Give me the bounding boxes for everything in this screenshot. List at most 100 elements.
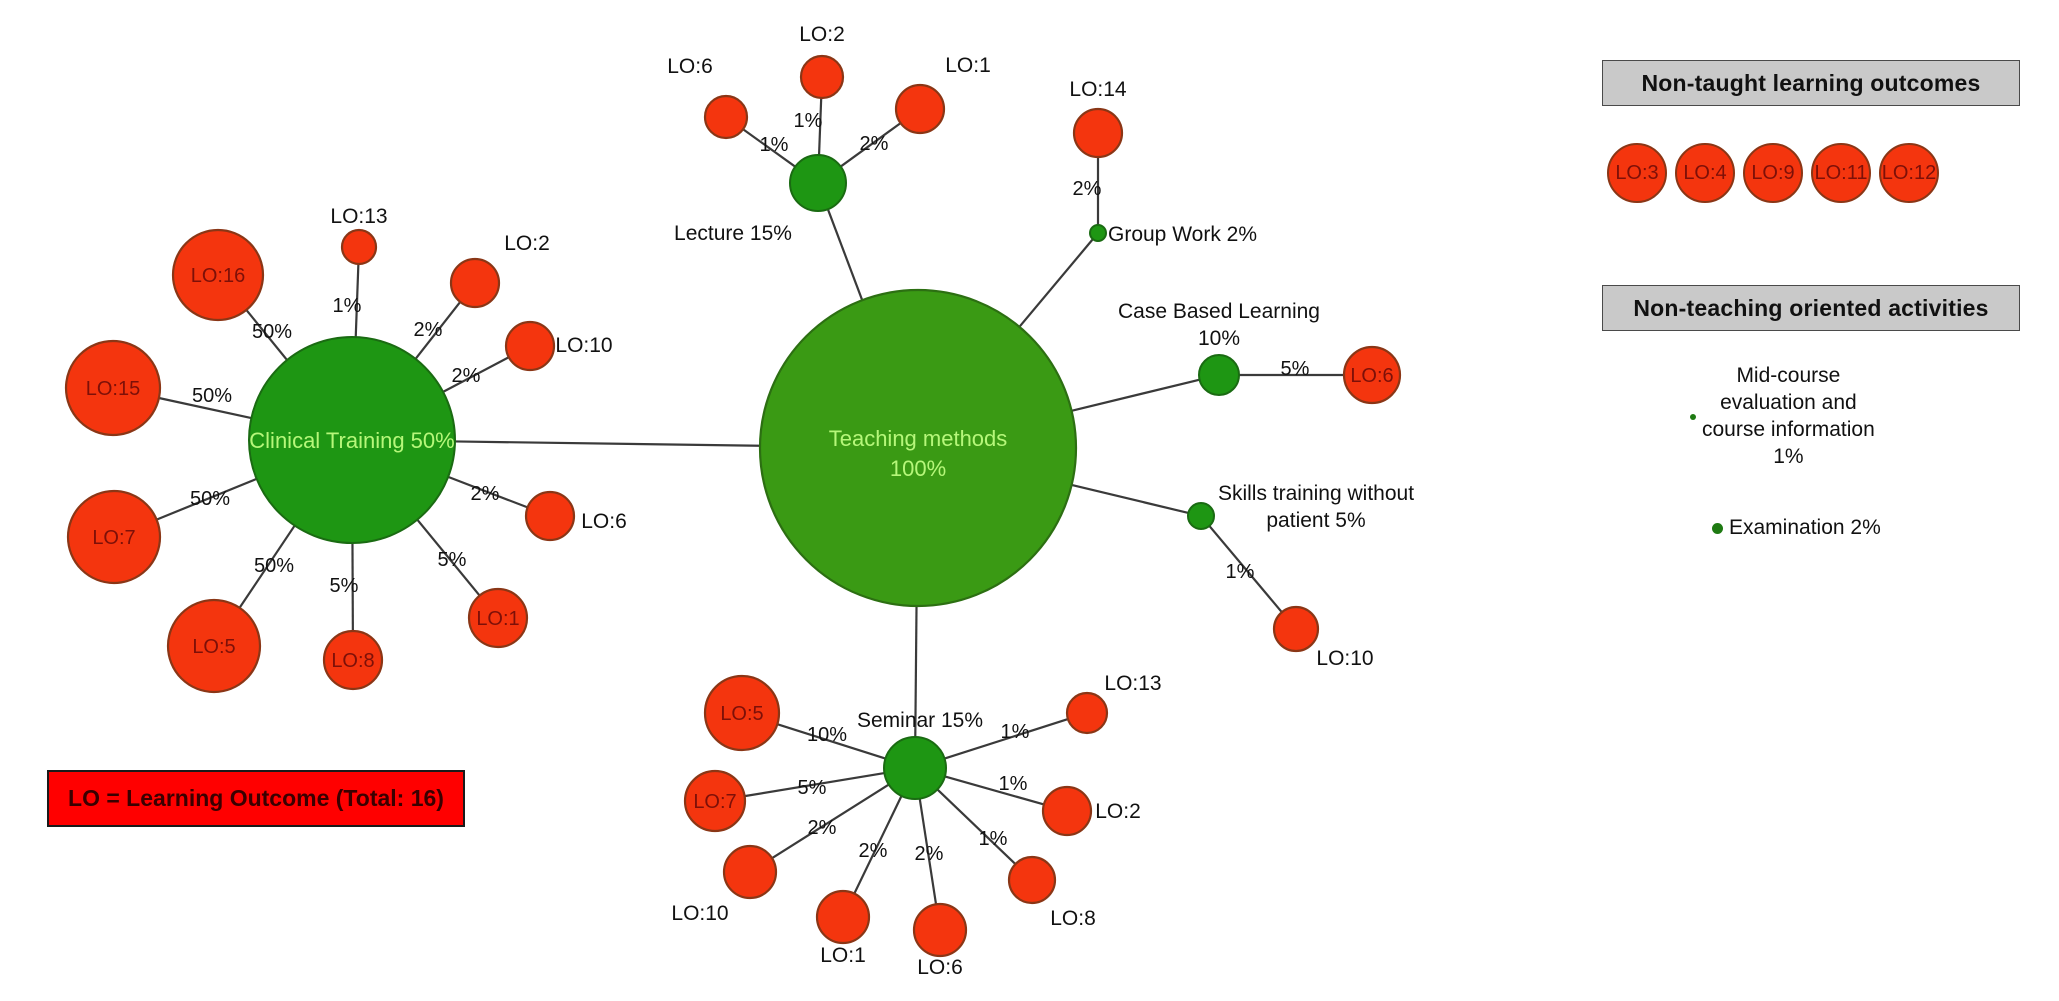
edge-ct-lo5 — [238, 524, 296, 609]
node-ct-lo8[interactable] — [322, 629, 384, 691]
edge-weight-gw-lo14: 2% — [1073, 178, 1102, 200]
activity-label: Mid-course evaluation and course informati… — [1702, 364, 1875, 468]
node-ct-lo1[interactable] — [467, 587, 529, 649]
node-label-lec-lo2: LO:2 — [799, 23, 845, 46]
node-ct-lo2[interactable] — [449, 257, 501, 309]
edge-weight-ct-lo15: 50% — [192, 385, 232, 407]
activity-dot-icon — [1712, 522, 1723, 534]
node-sem-lo10[interactable] — [722, 844, 778, 900]
edge-weight-ct-lo1: 5% — [438, 549, 467, 571]
legend-lo-definition-text: LO = Learning Outcome (Total: 16) — [68, 785, 444, 811]
non-taught-lo-chip[interactable]: LO:11 — [1811, 143, 1871, 203]
edge-hub-lecture — [826, 208, 864, 301]
node-skills-training[interactable] — [1187, 502, 1215, 530]
edge-weight-ct-lo7: 50% — [190, 488, 230, 510]
node-label-ct-lo6: LO:6 — [581, 510, 627, 533]
activity-examination: Examination 2% — [1712, 515, 1962, 542]
non-taught-lo-chip[interactable]: LO:12 — [1879, 143, 1939, 203]
node-lecture[interactable] — [789, 154, 847, 212]
edge-weight-ct-lo10: 2% — [452, 365, 481, 387]
node-label-lec-lo1: LO:1 — [945, 54, 991, 77]
node-lec-lo1[interactable] — [894, 83, 946, 135]
node-sem-lo1[interactable] — [815, 889, 871, 945]
node-sem-lo7[interactable] — [683, 769, 747, 833]
edge-weight-ct-lo16: 50% — [252, 321, 292, 343]
node-ct-lo7[interactable] — [66, 489, 162, 585]
edge-weight-sem-lo6: 2% — [915, 843, 944, 865]
panel-non-taught-learning-outcomes: Non-taught learning outcomes — [1602, 60, 2020, 106]
node-label-ct-lo8: LO:8 — [331, 650, 374, 672]
edge-sem-lo6 — [918, 798, 938, 905]
activity-mid-course-evaluation: Mid-course evaluation and course informati… — [1690, 363, 1940, 471]
node-case-based-learning-value: 10% — [1198, 327, 1240, 350]
node-lecture-label: Lecture 15% — [674, 222, 792, 245]
node-case-based-learning[interactable] — [1198, 354, 1240, 396]
node-skills-training-label: Skills training without — [1218, 482, 1414, 505]
edge-sem-lo8 — [936, 788, 1017, 865]
edge-weight-sem-lo2: 1% — [999, 773, 1028, 795]
node-label-sem-lo1: LO:1 — [820, 944, 866, 967]
edge-ct-lo15 — [158, 396, 252, 420]
node-sem-lo6[interactable] — [912, 902, 968, 958]
node-seminar[interactable] — [883, 736, 947, 800]
edge-layer — [156, 97, 1344, 905]
edge-hub-seminar — [914, 605, 918, 738]
edge-sem-lo1 — [853, 795, 903, 895]
node-ct-lo16[interactable] — [171, 228, 265, 322]
node-ct-lo13[interactable] — [340, 228, 378, 266]
node-lec-lo2[interactable] — [799, 54, 845, 100]
node-label-ct-lo7: LO:7 — [92, 527, 135, 549]
node-ct-lo15[interactable] — [64, 339, 162, 437]
edge-weight-sem-lo8: 1% — [979, 828, 1008, 850]
node-label-sem-lo8: LO:8 — [1050, 907, 1096, 930]
node-lec-lo6[interactable] — [703, 94, 749, 140]
node-label-ct-lo1: LO:1 — [476, 608, 519, 630]
node-case-based-learning-label: Case Based Learning — [1118, 300, 1320, 323]
node-teaching-methods[interactable] — [758, 288, 1078, 608]
node-label-ct-lo2: LO:2 — [504, 232, 550, 255]
node-sem-lo13[interactable] — [1065, 691, 1109, 735]
edge-weight-ct-lo8: 5% — [330, 575, 359, 597]
edge-ct-lo16 — [245, 309, 288, 361]
edge-weight-lec-lo2: 1% — [794, 110, 823, 132]
node-ct-lo10[interactable] — [504, 320, 556, 372]
node-clinical-training[interactable] — [248, 336, 456, 544]
edge-sk-lo10 — [1208, 525, 1283, 613]
non-taught-lo-chip-row: LO:3 LO:4 LO:9 LO:11 LO:12 — [1607, 143, 1939, 203]
non-taught-lo-chip[interactable]: LO:9 — [1743, 143, 1803, 203]
panel-non-teaching-oriented-activities: Non-teaching oriented activities — [1602, 285, 2020, 331]
node-layer — [64, 54, 1402, 958]
node-ct-lo5[interactable] — [166, 598, 262, 694]
edge-ct-lo13 — [354, 263, 360, 338]
node-label-sem-lo7: LO:7 — [693, 791, 736, 813]
node-sem-lo5[interactable] — [703, 674, 781, 752]
edge-weight-cbl-lo6: 5% — [1281, 358, 1310, 380]
non-taught-lo-chip[interactable]: LO:4 — [1675, 143, 1735, 203]
non-taught-lo-chip[interactable]: LO:3 — [1607, 143, 1667, 203]
node-value-teaching-methods: 100% — [890, 456, 946, 481]
node-sem-lo2[interactable] — [1041, 785, 1093, 837]
node-cbl-lo6[interactable] — [1342, 345, 1402, 405]
edge-weight-sem-lo7: 5% — [798, 777, 827, 799]
label-layer: Teaching methods 100% Clinical Training 50… — [86, 23, 1414, 979]
node-label-teaching-methods: Teaching methods — [829, 426, 1008, 451]
node-ct-lo6[interactable] — [524, 490, 576, 542]
node-label-lec-lo6: LO:6 — [667, 55, 713, 78]
node-group-work[interactable] — [1089, 224, 1107, 242]
node-gw-lo14[interactable] — [1072, 107, 1124, 159]
edge-sem-lo10 — [771, 783, 890, 860]
node-sem-lo8[interactable] — [1007, 855, 1057, 905]
node-group-work-label: Group Work 2% — [1108, 223, 1257, 246]
edge-weight-sk-lo10: 1% — [1226, 561, 1255, 583]
node-label-sem-lo2: LO:2 — [1095, 800, 1141, 823]
node-sk-lo10[interactable] — [1272, 605, 1320, 653]
edge-hub-clinical — [454, 440, 761, 447]
legend-lo-definition-box: LO = Learning Outcome (Total: 16) — [47, 770, 465, 827]
panel-title-non-teaching: Non-teaching oriented activities — [1633, 294, 1989, 321]
activity-dot-icon — [1690, 413, 1696, 420]
edge-weight-ct-lo13: 1% — [333, 295, 362, 317]
node-label-ct-lo10: LO:10 — [555, 334, 612, 357]
activity-label: Examination 2% — [1729, 516, 1881, 539]
edge-weight-ct-lo5: 50% — [254, 555, 294, 577]
